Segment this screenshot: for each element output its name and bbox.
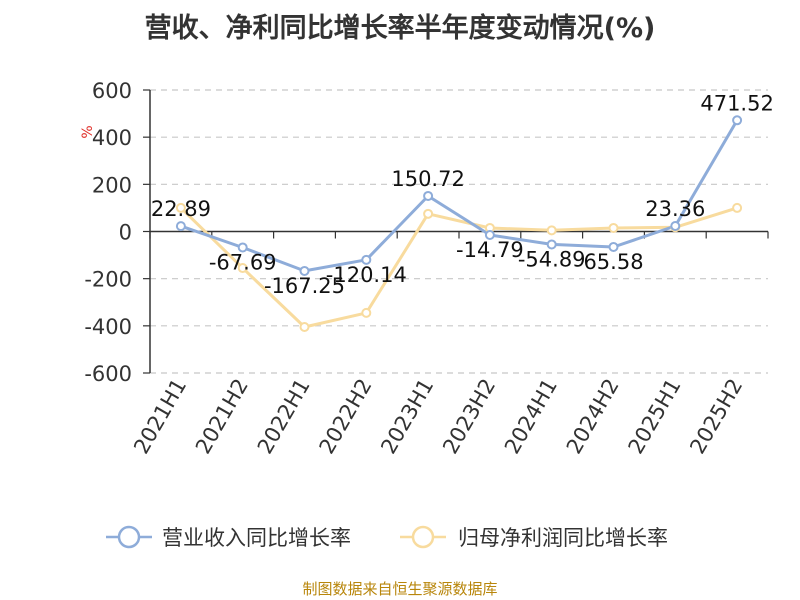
- y-axis-unit-label: %: [80, 125, 96, 138]
- data-label: 23.36: [645, 197, 705, 221]
- x-tick-label: 2024H1: [500, 375, 562, 459]
- data-point-0: [299, 265, 310, 276]
- x-tick-label: 2021H1: [129, 375, 191, 459]
- data-label: -67.69: [209, 250, 277, 274]
- y-tick-label: 0: [119, 221, 132, 245]
- data-point-0: [732, 115, 743, 126]
- data-label: 471.52: [700, 91, 773, 115]
- data-point-0: [670, 220, 681, 231]
- data-point-1: [361, 307, 372, 318]
- legend-item-revenue[interactable]: 营业收入同比增长率: [106, 525, 351, 550]
- data-point-0: [484, 229, 495, 240]
- data-point-0: [361, 254, 372, 265]
- y-tick-label: -400: [84, 315, 132, 339]
- legend: 营业收入同比增长率 归母净利润同比增长率: [106, 525, 668, 550]
- series-line-1: [179, 206, 738, 329]
- data-point-1: [175, 202, 186, 213]
- data-point-0: [608, 241, 619, 252]
- x-tick-labels: 2021H1 2021H2 2022H1 2022H2 2023H1 2023H2 2024…: [129, 374, 747, 458]
- series-lines: [179, 119, 739, 329]
- data-label: -54.89: [518, 247, 586, 271]
- source-note: 制图数据来自恒生聚源数据库: [302, 580, 498, 598]
- legend-item-net-profit[interactable]: 归母净利润同比增长率: [400, 525, 668, 550]
- series-line-0: [180, 119, 739, 273]
- data-point-1: [423, 208, 434, 219]
- x-tick-label: 2023H1: [376, 374, 438, 458]
- data-point-1: [299, 322, 310, 333]
- series-points: [175, 115, 743, 333]
- data-point-0: [423, 190, 434, 201]
- x-tick-label: 2024H2: [562, 375, 624, 459]
- chart-title: 营收、净利同比增长率半年度变动情况(%): [144, 13, 656, 44]
- x-tick-label: 2025H2: [685, 375, 747, 459]
- data-label: -14.79: [456, 238, 524, 262]
- data-label: 22.89: [151, 197, 211, 221]
- data-label: -167.25: [264, 274, 345, 298]
- y-tick-label: -600: [84, 362, 132, 386]
- data-point-1: [546, 225, 557, 236]
- data-point-0: [175, 221, 186, 232]
- x-tick-label: 2022H2: [315, 375, 377, 459]
- x-tick-label: 2023H2: [438, 375, 500, 459]
- legend-swatch-marker: [411, 525, 435, 549]
- data-label: 150.72: [391, 167, 464, 191]
- y-tick-labels: 600 400 200 0 -200 -400 -600: [84, 79, 132, 386]
- legend-label: 营业收入同比增长率: [162, 526, 351, 550]
- data-label: -120.14: [326, 263, 407, 287]
- data-point-1: [732, 202, 743, 213]
- data-point-0: [237, 242, 248, 253]
- y-tick-label: 400: [92, 126, 132, 150]
- y-tick-label: 600: [92, 79, 132, 103]
- data-label: 65.58: [583, 250, 643, 274]
- data-point-1: [608, 222, 619, 233]
- legend-swatch-marker: [117, 525, 141, 549]
- data-labels: 22.89 -67.69-167.25-120.14 150.72 -14.79-54…: [151, 91, 774, 298]
- x-tick-label: 2022H1: [253, 375, 315, 459]
- data-point-0: [546, 239, 557, 250]
- legend-label: 归母净利润同比增长率: [458, 526, 668, 550]
- x-tick-label: 2025H1: [624, 375, 686, 459]
- data-point-1: [237, 263, 248, 274]
- y-tick-label: 200: [92, 173, 132, 197]
- y-tick-label: -200: [84, 268, 132, 292]
- x-tick-label: 2021H2: [191, 375, 253, 459]
